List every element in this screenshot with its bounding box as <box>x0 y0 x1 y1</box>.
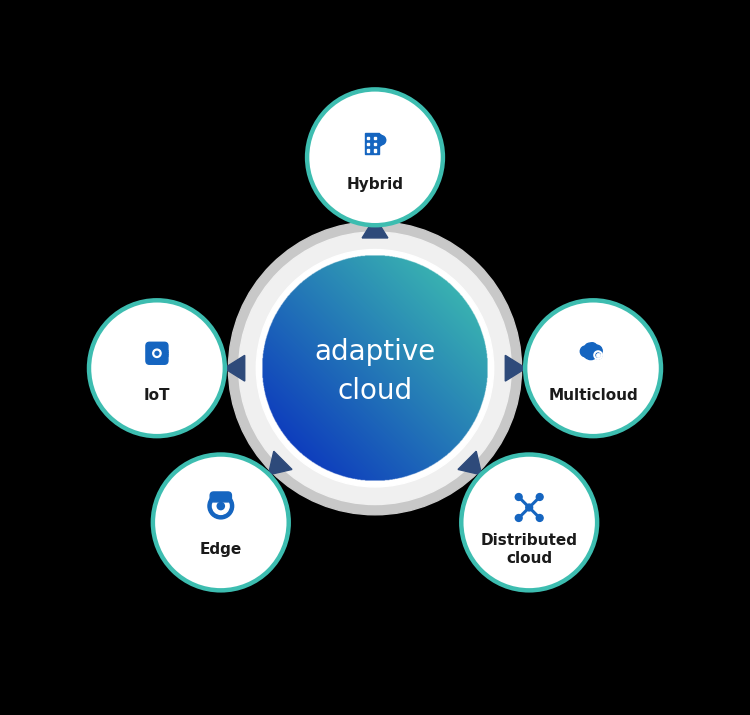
Circle shape <box>526 504 532 511</box>
Polygon shape <box>506 355 526 381</box>
Polygon shape <box>268 451 292 475</box>
FancyBboxPatch shape <box>365 133 380 154</box>
Circle shape <box>208 493 234 519</box>
Text: Multicloud: Multicloud <box>548 388 638 403</box>
FancyBboxPatch shape <box>374 143 376 145</box>
Circle shape <box>515 493 522 500</box>
Circle shape <box>229 222 521 515</box>
Circle shape <box>212 498 230 514</box>
Text: Distributed
cloud: Distributed cloud <box>481 533 578 566</box>
Circle shape <box>89 300 225 436</box>
Text: adaptive
cloud: adaptive cloud <box>314 338 436 405</box>
Circle shape <box>307 89 443 225</box>
Circle shape <box>587 342 597 352</box>
Circle shape <box>594 351 602 359</box>
Text: Hybrid: Hybrid <box>346 177 404 192</box>
Circle shape <box>370 137 379 144</box>
Circle shape <box>590 345 602 357</box>
Circle shape <box>583 344 598 360</box>
Circle shape <box>525 300 661 436</box>
FancyBboxPatch shape <box>374 149 376 152</box>
FancyBboxPatch shape <box>367 143 369 145</box>
Polygon shape <box>458 451 482 475</box>
Circle shape <box>371 135 383 147</box>
Circle shape <box>585 343 594 352</box>
Circle shape <box>217 503 224 510</box>
Polygon shape <box>362 217 388 238</box>
Circle shape <box>155 351 159 355</box>
FancyBboxPatch shape <box>367 137 369 139</box>
FancyBboxPatch shape <box>146 342 168 364</box>
Circle shape <box>376 136 386 144</box>
Circle shape <box>374 134 382 142</box>
Polygon shape <box>224 355 245 381</box>
FancyBboxPatch shape <box>374 137 376 139</box>
Circle shape <box>536 515 543 521</box>
Circle shape <box>580 346 591 357</box>
Circle shape <box>238 232 512 505</box>
Text: Edge: Edge <box>200 542 242 557</box>
Circle shape <box>256 250 494 487</box>
FancyBboxPatch shape <box>210 492 232 502</box>
Circle shape <box>536 493 543 500</box>
Circle shape <box>153 455 289 591</box>
FancyBboxPatch shape <box>367 149 369 152</box>
Text: IoT: IoT <box>144 388 170 403</box>
Circle shape <box>461 455 597 591</box>
Circle shape <box>153 349 161 358</box>
Circle shape <box>515 515 522 521</box>
